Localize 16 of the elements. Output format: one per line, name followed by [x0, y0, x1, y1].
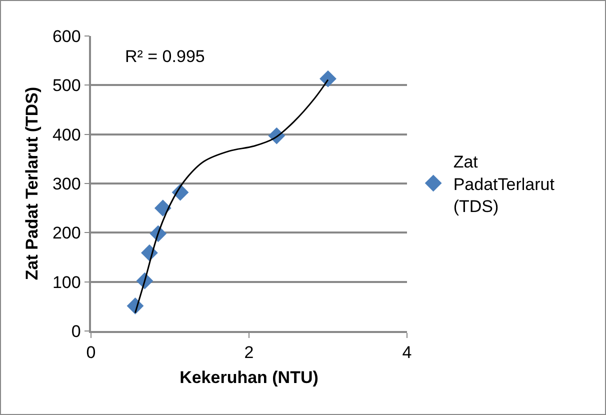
x-tick-label: 2: [244, 343, 254, 362]
point: [154, 200, 172, 217]
y-tick-label: 300: [52, 174, 81, 194]
y-tick-label: 400: [52, 125, 81, 144]
y-tick-label: 0: [71, 322, 81, 341]
x-axis-title: Kekeruhan (NTU): [180, 368, 318, 388]
legend-label: Zat PadatTerlarut (TDS): [453, 152, 555, 216]
y-axis-title: Zat Padat Terlarut (TDS): [22, 86, 42, 280]
annotation: R² = 0.995: [125, 47, 205, 66]
y-tick-label: 200: [52, 224, 81, 243]
point: [320, 70, 336, 88]
y-tick-label: 100: [52, 272, 81, 292]
y-tick-label: 600: [52, 26, 81, 46]
x-tick-label: 0: [86, 343, 96, 362]
y-tick-label: 500: [52, 76, 81, 96]
x-tick-label: 4: [402, 343, 412, 362]
